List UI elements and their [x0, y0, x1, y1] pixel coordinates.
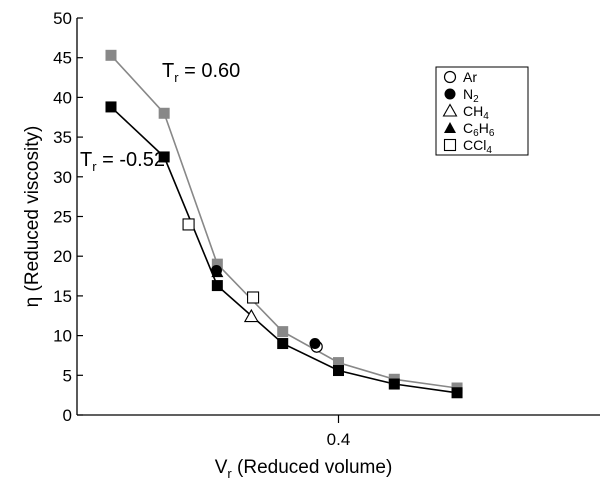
series-1-point — [105, 49, 117, 61]
y-axis-label: η (Reduced viscosity) — [22, 126, 43, 308]
experimental-point-ch4 — [243, 308, 259, 323]
y-tick-label: 15 — [53, 287, 72, 306]
experimental-point-ccl4 — [182, 218, 195, 231]
series-1-point — [277, 326, 289, 338]
experimental-point-ccl4 — [247, 291, 260, 304]
legend-label-2: N2 — [463, 86, 479, 105]
y-tick-label: 30 — [53, 168, 72, 187]
experimental-point-c6h6 — [211, 266, 224, 278]
legend-label-4: C6H6 — [463, 120, 495, 139]
legend-label-5: CCl4 — [463, 137, 492, 156]
series-2-point — [277, 338, 289, 350]
series-annotation-1: Tr = 0.60 — [162, 60, 240, 85]
series-2-point — [333, 365, 344, 377]
legend-label-3: CH4 — [463, 103, 489, 122]
series-2-point — [211, 280, 223, 292]
series-2-point — [388, 378, 400, 390]
series-1-point — [158, 107, 170, 119]
y-tick-label: 40 — [53, 88, 72, 107]
y-tick-label: 0 — [63, 406, 72, 425]
series-markers — [105, 49, 463, 399]
annotations: Tr = 0.60 Tr = -0.52 — [80, 60, 240, 174]
y-tick-label: 45 — [53, 49, 72, 68]
legend-marker-4 — [444, 122, 456, 133]
x-tick-label: 0.4 — [327, 430, 351, 449]
legend-marker-5 — [443, 138, 457, 152]
y-tick-label: 20 — [53, 247, 72, 266]
experimental-point-n2 — [309, 338, 321, 350]
x-axis-label: Vr (Reduced volume) — [215, 457, 393, 479]
axes: 0 5 10 15 20 25 30 35 40 45 50 0.4 Vr (Reduced volum… — [22, 9, 600, 479]
legend-marker-2 — [444, 88, 456, 100]
series-annotation-2: Tr = -0.52 — [80, 149, 165, 174]
series-2-point — [451, 387, 463, 399]
legend-marker-1 — [443, 70, 457, 84]
y-tick-label: 35 — [53, 128, 72, 147]
series-2-point — [105, 101, 117, 113]
series-1-point — [211, 258, 223, 270]
legend-marker-3 — [442, 103, 458, 117]
legend-label-1: Ar — [463, 69, 477, 85]
experimental-points — [182, 218, 323, 353]
series-1-point — [333, 357, 344, 369]
series-2-point — [158, 151, 170, 163]
y-tick-label: 50 — [53, 9, 72, 28]
y-tick-label: 5 — [63, 366, 72, 385]
y-tick-label: 25 — [53, 208, 72, 227]
y-tick-label: 10 — [53, 327, 72, 346]
